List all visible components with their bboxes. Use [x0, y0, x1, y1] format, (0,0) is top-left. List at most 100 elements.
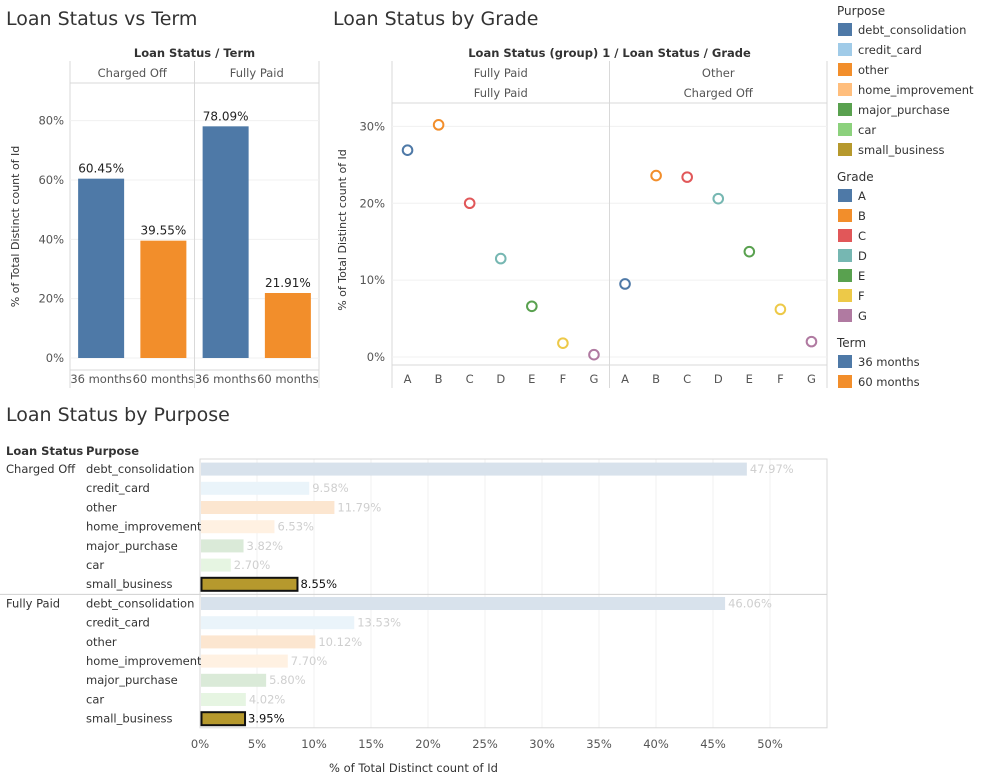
- purpose-label: other: [86, 500, 117, 514]
- panel-status-header: Charged Off: [684, 86, 754, 100]
- x-tick-label: E: [746, 372, 753, 386]
- chart-title-term: Loan Status vs Term: [6, 8, 198, 30]
- panel-group-header: Other: [702, 66, 735, 80]
- purpose-label: small_business: [86, 712, 173, 726]
- x-tick-label: 35%: [586, 737, 612, 751]
- x-tick-label: 15%: [358, 737, 384, 751]
- header-label: Loan Status (group) 1 / Loan Status / Gr…: [468, 46, 751, 60]
- data-label: 4.02%: [249, 692, 286, 706]
- y-tick-label: 80%: [38, 114, 64, 128]
- x-tick-label: 60 months: [133, 372, 195, 386]
- bar: [201, 558, 231, 572]
- bar: [201, 597, 726, 610]
- bar: [201, 673, 267, 687]
- grade-chart: Loan Status (group) 1 / Loan Status / Gr…: [336, 46, 828, 388]
- x-tick-label: D: [496, 372, 505, 386]
- x-tick-label: 0%: [191, 737, 209, 751]
- legend-item-label: home_improvement: [858, 83, 974, 97]
- point: [494, 252, 507, 265]
- purpose-label: home_improvement: [86, 654, 202, 668]
- purpose-label: other: [86, 635, 117, 649]
- status-label: Fully Paid: [6, 596, 60, 610]
- x-tick-label: A: [404, 372, 412, 386]
- x-tick-label: C: [683, 372, 691, 386]
- bar: [201, 539, 244, 553]
- legend-swatch: [838, 355, 852, 368]
- x-tick-label: G: [590, 372, 599, 386]
- point: [743, 245, 756, 258]
- data-label: 3.82%: [247, 539, 284, 553]
- bar: [201, 616, 355, 630]
- bar: [78, 178, 125, 358]
- purpose-chart: Loan Status Purpose 0% 5% 10% 15% 20% 25% 30% 35%…: [0, 444, 828, 775]
- x-tick-label: B: [652, 372, 660, 386]
- point: [619, 278, 631, 290]
- point: [526, 300, 538, 313]
- purpose-label: major_purchase: [86, 673, 178, 687]
- legend-title-purpose: Purpose: [837, 4, 885, 18]
- data-label: 10.12%: [318, 635, 362, 649]
- legend-item-label: E: [858, 269, 865, 283]
- y-axis-label: % of Total Distinct count of Id: [9, 146, 22, 308]
- legend-swatch: [838, 289, 852, 302]
- purpose-label: major_purchase: [86, 539, 178, 553]
- header-label: Loan Status / Term: [134, 46, 255, 60]
- x-tick-label: 40%: [643, 737, 669, 751]
- data-label: 21.91%: [265, 276, 311, 290]
- point: [681, 171, 693, 183]
- y-tick-label: 60%: [38, 173, 64, 187]
- data-label: 9.58%: [312, 481, 349, 495]
- point: [805, 335, 818, 348]
- x-tick-label: 36 months: [195, 372, 257, 386]
- purpose-label: small_business: [86, 577, 173, 591]
- data-label: 78.09%: [203, 109, 249, 123]
- data-label: 6.53%: [277, 520, 314, 534]
- legend-item-label: C: [858, 229, 866, 243]
- legend-item-label: credit_card: [858, 43, 922, 57]
- legend-title-grade: Grade: [837, 170, 874, 184]
- bar: [202, 126, 249, 358]
- legend-item-label: other: [858, 63, 889, 77]
- legend-panel: Purpose debt_consolidation credit_cardothe…: [836, 4, 974, 389]
- legend-item-label: small_business: [858, 143, 945, 157]
- point: [774, 303, 787, 316]
- x-tick-label: D: [714, 372, 723, 386]
- chart-title-grade: Loan Status by Grade: [333, 8, 539, 30]
- legend-item-label: 36 months: [858, 355, 920, 369]
- data-label: 2.70%: [234, 558, 271, 572]
- data-label: 8.55%: [300, 577, 337, 591]
- y-tick-label: 40%: [38, 232, 64, 246]
- purpose-label: car: [86, 692, 104, 706]
- data-label: 60.45%: [78, 162, 124, 176]
- data-label: 46.06%: [728, 596, 772, 610]
- x-tick-label: 5%: [248, 737, 266, 751]
- legend-item-label: B: [858, 209, 866, 223]
- x-tick-label: F: [777, 372, 784, 386]
- x-tick-label: 60 months: [257, 372, 319, 386]
- legend-swatch: [838, 23, 852, 36]
- panel-header: Fully Paid: [230, 66, 284, 80]
- legend-swatch: [838, 83, 852, 96]
- x-axis-label: % of Total Distinct count of Id: [329, 761, 498, 775]
- data-label: 47.97%: [750, 462, 794, 476]
- bar: [201, 462, 747, 476]
- legend-swatch: [838, 249, 852, 262]
- purpose-label: credit_card: [86, 616, 150, 630]
- bar: [201, 501, 335, 514]
- point: [588, 348, 600, 361]
- x-tick-label: B: [435, 372, 443, 386]
- data-label: 13.53%: [357, 616, 401, 630]
- plot-frame: [199, 458, 828, 729]
- legend-item-label: car: [858, 123, 876, 137]
- x-tick-label: 25%: [472, 737, 498, 751]
- y-tick-label: 0%: [367, 350, 385, 364]
- x-tick-label: 50%: [757, 737, 783, 751]
- legend-swatch: [838, 309, 852, 322]
- purpose-label: car: [86, 558, 104, 572]
- y-tick-label: 30%: [359, 119, 385, 133]
- legend-swatch: [838, 63, 852, 76]
- y-tick-label: 20%: [38, 292, 64, 306]
- row-header-purpose: Purpose: [86, 444, 139, 458]
- x-tick-label: 36 months: [70, 372, 132, 386]
- legend-swatch: [838, 229, 852, 242]
